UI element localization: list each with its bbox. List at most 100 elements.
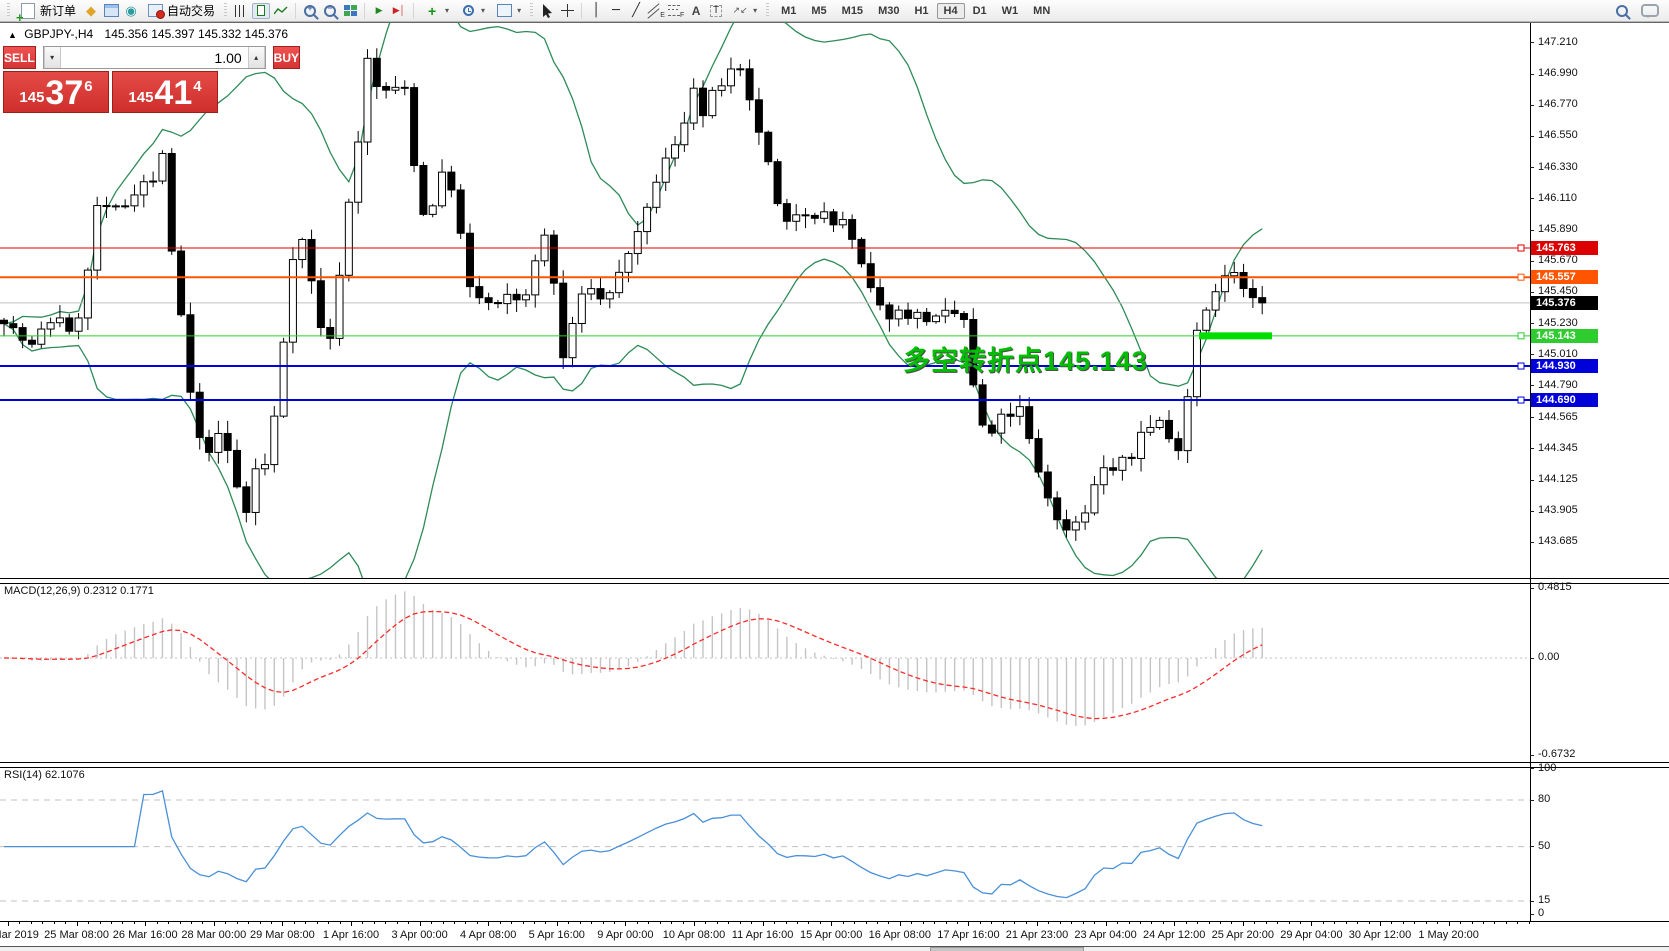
buy-button[interactable]: BUY: [272, 46, 301, 69]
price-tick-label[interactable]: 145.670: [1538, 254, 1578, 267]
price-tick-label[interactable]: 146.770: [1538, 98, 1578, 111]
cursor-icon[interactable]: [538, 3, 556, 19]
pane-separator-rsi[interactable]: [0, 762, 1669, 768]
price-tick-label[interactable]: 145.890: [1538, 223, 1578, 235]
templates-button[interactable]: ▾: [491, 2, 525, 20]
time-tick-label[interactable]: 29 Mar 08:00: [249, 929, 315, 941]
price-tick-label[interactable]: 146.550: [1538, 129, 1578, 142]
price-tick-label[interactable]: 143.905: [1538, 504, 1578, 517]
collapse-triangle-icon[interactable]: ▲: [8, 30, 17, 40]
crosshair-icon[interactable]: [558, 3, 576, 19]
auto-scroll-icon[interactable]: ▶: [375, 5, 383, 15]
buy-price-display[interactable]: 145 41 4: [112, 71, 218, 113]
time-tick-label[interactable]: 29 Apr 04:00: [1280, 929, 1343, 941]
volume-increase-button[interactable]: ▴: [247, 47, 265, 68]
time-tick-label[interactable]: 9 Apr 00:00: [597, 929, 654, 941]
price-tick-label[interactable]: 146.110: [1538, 191, 1577, 204]
tile-windows-icon[interactable]: [341, 3, 359, 19]
market-watch-icon[interactable]: ◆: [86, 3, 97, 18]
time-tick-label[interactable]: 30 Apr 12:00: [1348, 929, 1412, 941]
chart-candles-icon[interactable]: [252, 2, 271, 19]
macd-tick-label[interactable]: -0.6732: [1538, 748, 1576, 761]
navigator-icon[interactable]: [102, 3, 120, 19]
price-tick-label[interactable]: 146.330: [1538, 160, 1578, 173]
search-icon[interactable]: [1613, 3, 1631, 19]
time-tick-label[interactable]: 1 Apr 16:00: [322, 929, 380, 941]
tab-timeframe-MN[interactable]: MN: [1033, 4, 1051, 17]
trendline-icon[interactable]: ╱: [632, 3, 640, 18]
chart-bars-icon[interactable]: [232, 3, 250, 19]
macd-pane[interactable]: [0, 584, 1530, 762]
periods-button[interactable]: ▾: [455, 2, 489, 20]
macd-tick-label[interactable]: 0.4815: [1538, 581, 1572, 594]
zoom-out-icon[interactable]: −: [321, 3, 339, 19]
volume-decrease-button[interactable]: ▾: [43, 47, 61, 68]
price-tick-label[interactable]: 144.790: [1538, 378, 1578, 391]
price-tick-label[interactable]: 144.565: [1538, 410, 1578, 423]
time-tick-label[interactable]: 24 Apr 12:00: [1142, 929, 1206, 941]
tab-timeframe-M1[interactable]: M1: [781, 4, 797, 17]
zoom-in-icon[interactable]: +: [301, 3, 319, 19]
time-tick-label[interactable]: 25 Mar 08:00: [44, 929, 110, 941]
rsi-tick-label[interactable]: 80: [1538, 793, 1551, 805]
chat-icon[interactable]: [1641, 3, 1659, 19]
price-tick-label[interactable]: 145.230: [1538, 316, 1578, 329]
time-tick-label[interactable]: 17 Apr 16:00: [937, 929, 1000, 941]
signals-icon[interactable]: ◉: [125, 3, 137, 18]
autotrade-button[interactable]: 自动交易: [142, 1, 219, 20]
time-tick-label[interactable]: 11 Apr 16:00: [731, 929, 794, 941]
fibonacci-icon[interactable]: F: [667, 3, 685, 19]
time-tick-label[interactable]: 3 Apr 00:00: [391, 929, 448, 941]
price-tick-label[interactable]: 145.450: [1538, 285, 1578, 298]
volume-input[interactable]: [60, 47, 248, 68]
time-tick-label[interactable]: 21 Apr 23:00: [1005, 929, 1069, 941]
tab-timeframe-M30[interactable]: M30: [878, 4, 900, 17]
rsi-tick-label[interactable]: 15: [1538, 894, 1551, 906]
text-label-icon[interactable]: T: [707, 3, 725, 19]
equidistant-channel-icon[interactable]: E: [647, 3, 665, 19]
horizontal-scrollbar[interactable]: [0, 946, 1669, 951]
chart-annotation-text[interactable]: 多空转折点145.143: [903, 345, 1148, 376]
price-tick-label[interactable]: 144.345: [1538, 441, 1578, 454]
pane-separator-macd[interactable]: [0, 578, 1669, 584]
vertical-line-icon[interactable]: │: [592, 3, 600, 18]
sell-price-display[interactable]: 145 37 6: [3, 71, 109, 113]
price-tick-label[interactable]: 147.210: [1538, 35, 1578, 48]
price-tick-label[interactable]: 146.990: [1538, 67, 1578, 80]
time-tick-label[interactable]: 28 Mar 00:00: [181, 929, 247, 941]
time-tick-label[interactable]: 26 Mar 16:00: [112, 929, 178, 941]
time-tick-label[interactable]: 22 Mar 2019: [0, 929, 39, 941]
toolbar-grip[interactable]: [7, 3, 10, 18]
time-tick-label[interactable]: 25 Apr 20:00: [1211, 929, 1274, 941]
time-tick-label[interactable]: 10 Apr 08:00: [662, 929, 726, 941]
new-order-button[interactable]: 新订单: [15, 1, 80, 24]
indicators-button[interactable]: + ▾: [419, 2, 453, 20]
rsi-tick-label[interactable]: 0: [1538, 907, 1545, 919]
time-tick-label[interactable]: 15 Apr 00:00: [799, 929, 863, 941]
price-tick-label[interactable]: 144.125: [1538, 473, 1578, 486]
tab-timeframe-M5[interactable]: M5: [811, 4, 827, 17]
chart-line-icon[interactable]: [272, 3, 290, 19]
rsi-tick-label[interactable]: 50: [1538, 839, 1551, 852]
time-tick-label[interactable]: 5 Apr 16:00: [528, 929, 585, 941]
scrollbar-thumb[interactable]: [930, 947, 1084, 951]
tab-timeframe-M15[interactable]: M15: [841, 4, 864, 17]
time-tick-label[interactable]: 1 May 20:00: [1418, 929, 1479, 941]
chart-shift-icon[interactable]: ▶ │: [392, 5, 406, 15]
tab-timeframe-H1[interactable]: H1: [914, 4, 929, 17]
rsi-pane[interactable]: [0, 768, 1530, 921]
text-tool-icon[interactable]: A: [691, 3, 701, 18]
price-tick-label[interactable]: 145.010: [1538, 347, 1578, 360]
sell-button[interactable]: SELL: [3, 46, 36, 69]
price-tick-label[interactable]: 143.685: [1538, 535, 1578, 548]
tab-timeframe-D1[interactable]: D1: [972, 4, 987, 17]
price-chart-pane[interactable]: [0, 22, 1530, 578]
time-tick-label[interactable]: 4 Apr 08:00: [460, 929, 517, 941]
time-tick-label[interactable]: 23 Apr 04:00: [1074, 929, 1137, 941]
macd-tick-label[interactable]: 0.00: [1538, 651, 1560, 663]
tab-timeframe-H4[interactable]: H4: [936, 2, 965, 19]
rsi-tick-label[interactable]: 100: [1538, 761, 1557, 774]
arrows-tool-button[interactable]: ↗↙ ▾: [727, 2, 761, 20]
horizontal-line-icon[interactable]: ─: [612, 3, 620, 18]
tab-timeframe-W1[interactable]: W1: [1001, 4, 1019, 17]
